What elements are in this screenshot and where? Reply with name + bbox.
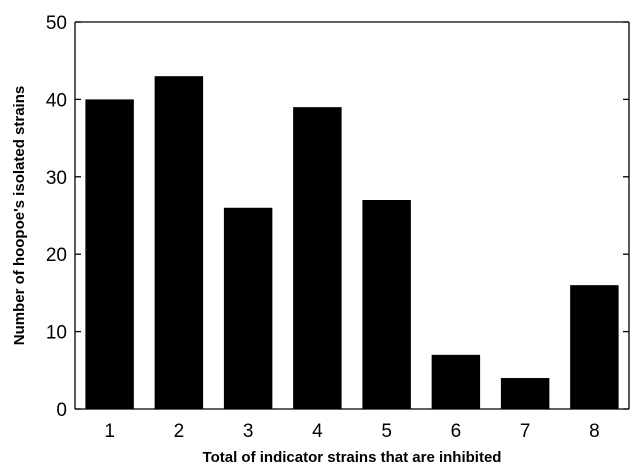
y-tick-label-40: 40 — [46, 90, 67, 111]
bar-6 — [431, 354, 481, 409]
y-tick-label-50: 50 — [46, 13, 67, 34]
x-tick-label-1: 1 — [104, 421, 115, 442]
bars-group — [85, 76, 619, 410]
x-axis-label: Total of indicator strains that are inhi… — [203, 449, 502, 466]
bar-5 — [362, 200, 411, 409]
bar-3 — [223, 207, 273, 409]
bar-2 — [154, 76, 204, 410]
y-tick-label-30: 30 — [46, 168, 67, 189]
x-tick-label-5: 5 — [381, 421, 392, 442]
y-tick-label-0: 0 — [56, 400, 67, 421]
bar-1 — [85, 99, 134, 410]
x-tick-label-4: 4 — [312, 421, 323, 442]
x-tick-label-8: 8 — [589, 421, 600, 442]
y-tick-label-10: 10 — [46, 323, 67, 344]
x-tick-label-2: 2 — [174, 421, 185, 442]
y-axis-label: Number of hoopoe's isolated strains — [11, 86, 28, 345]
x-ticks-group: 1 2 3 4 5 6 7 8 — [104, 403, 600, 442]
bar-8 — [570, 285, 619, 409]
y-ticks-group: 0 10 20 30 40 50 — [46, 13, 629, 421]
axes-group — [74, 21, 630, 410]
x-tick-label-7: 7 — [520, 421, 531, 442]
y-tick-label-20: 20 — [46, 245, 67, 266]
bar-4 — [293, 107, 342, 409]
x-tick-label-6: 6 — [451, 421, 462, 442]
x-tick-label-3: 3 — [243, 421, 254, 442]
